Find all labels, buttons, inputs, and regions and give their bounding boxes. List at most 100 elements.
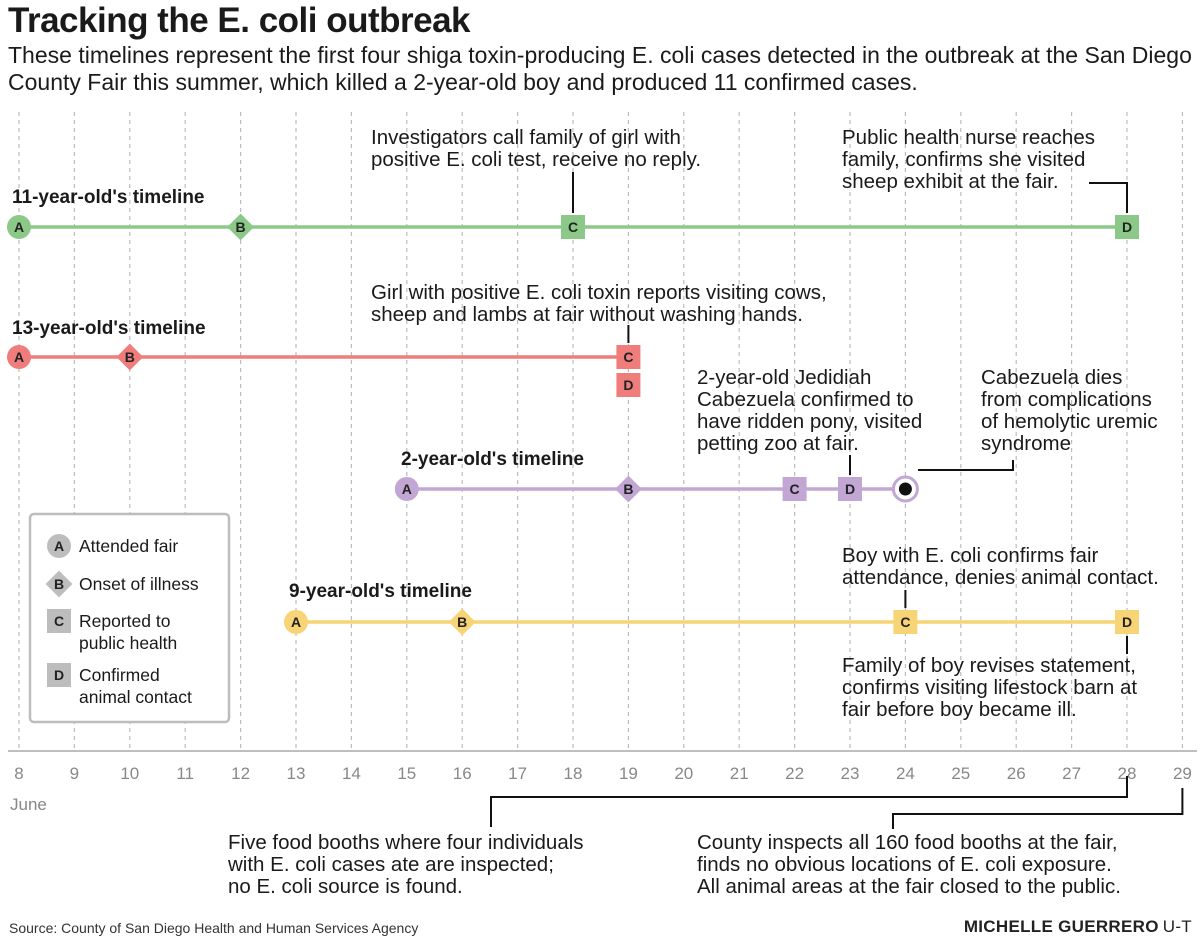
marker-letter: D bbox=[623, 377, 633, 393]
marker-letter: D bbox=[845, 481, 855, 497]
marker-square: D bbox=[1115, 215, 1139, 239]
annotations: Investigators call family of girl withpo… bbox=[227, 126, 1159, 898]
marker-shape bbox=[561, 215, 585, 239]
timeline-label: 13-year-old's timeline bbox=[12, 318, 206, 339]
marker-letter: C bbox=[790, 481, 800, 497]
legend-label: Confirmed bbox=[79, 665, 160, 685]
tick-label: 17 bbox=[508, 764, 527, 783]
marker-square: C bbox=[893, 610, 918, 634]
tick-label: 20 bbox=[674, 764, 693, 783]
leader-t1-d bbox=[1089, 182, 1128, 213]
tick-label: 26 bbox=[1007, 764, 1026, 783]
tick-label: 11 bbox=[176, 764, 194, 783]
marker-letter: D bbox=[54, 667, 64, 683]
annotation-line: confirms visiting lifestock barn at bbox=[842, 676, 1137, 699]
marker-letter: B bbox=[236, 219, 246, 235]
leader-t3-death bbox=[918, 460, 1014, 471]
tick-label: 8 bbox=[14, 764, 23, 783]
legend-label: public health bbox=[79, 633, 177, 653]
marker-letter: B bbox=[54, 576, 64, 592]
marker-letter: D bbox=[1122, 614, 1132, 630]
annotation-line: positive E. coli test, receive no reply. bbox=[371, 148, 701, 171]
marker-shape bbox=[394, 477, 419, 501]
marker-letter: B bbox=[125, 349, 135, 365]
tick-label: 15 bbox=[397, 764, 416, 783]
annotation-line: 2-year-old Jedidiah bbox=[697, 366, 871, 389]
annotation-line: attendance, denies animal contact. bbox=[842, 566, 1159, 589]
marker-square: C bbox=[616, 345, 641, 369]
annotation-line: finds no obvious locations of E. coli ex… bbox=[697, 853, 1112, 876]
marker-diamond: B bbox=[116, 343, 144, 371]
annotation-line: Five food booths where four individuals bbox=[228, 831, 584, 854]
tick-label: 12 bbox=[231, 764, 250, 783]
marker-shape bbox=[47, 663, 71, 687]
annotation-t1_c: Investigators call family of girl withpo… bbox=[371, 126, 701, 171]
legend-label: Reported to bbox=[79, 611, 170, 631]
source-note: Source: County of San Diego Health and H… bbox=[9, 920, 419, 936]
annotation-booths_29: County inspects all 160 food booths at t… bbox=[697, 831, 1121, 898]
legend-box bbox=[28, 512, 231, 724]
death-marker bbox=[891, 475, 919, 503]
annotation-line: petting zoo at fair. bbox=[697, 432, 859, 455]
annotation-leaders bbox=[490, 172, 1184, 829]
marker-shape bbox=[893, 610, 918, 634]
annotation-line: fair before boy became ill. bbox=[842, 698, 1077, 721]
marker-shape bbox=[616, 345, 641, 369]
annotation-line: from complications bbox=[981, 388, 1152, 411]
credit-org: U-T bbox=[1162, 917, 1192, 936]
annotation-t2_c: Girl with positive E. coli toxin reports… bbox=[371, 281, 827, 326]
annotation-line: no E. coli source is found. bbox=[228, 875, 463, 898]
axis-month-label: June bbox=[10, 795, 47, 814]
annotation-line: sheep and lambs at fair without washing … bbox=[371, 303, 803, 326]
marker-shape bbox=[284, 610, 308, 634]
annotation-line: Public health nurse reaches bbox=[842, 126, 1095, 149]
marker-shape bbox=[1115, 215, 1139, 239]
leader-booths-29 bbox=[892, 788, 1184, 829]
annotation-line: with E. coli cases ate are inspected; bbox=[227, 853, 554, 876]
marker-square: D bbox=[616, 373, 641, 397]
marker-circle: A bbox=[47, 534, 71, 558]
marker-shape bbox=[47, 609, 71, 633]
chart-subtitle: These timelines represent the first four… bbox=[8, 42, 1192, 95]
annotation-line: sheep exhibit at the fair. bbox=[842, 170, 1059, 193]
date-axis: June 8 9 10 11 12 13 14 15 16 17 18 19 20 21 22 23 24 25 2… bbox=[8, 750, 1197, 814]
tick-label: 18 bbox=[564, 764, 583, 783]
annotation-line: have ridden pony, visited bbox=[697, 410, 922, 433]
timeline-label: 9-year-old's timeline bbox=[289, 581, 472, 602]
marker-shape bbox=[47, 534, 71, 558]
timeline-3: 2-year-old's timeline A B C D bbox=[394, 449, 919, 503]
annotation-line: Boy with E. coli confirms fair bbox=[842, 544, 1098, 567]
tick-label: 19 bbox=[619, 764, 638, 783]
annotation-line: Cabezuela confirmed to bbox=[697, 388, 914, 411]
annotation-line: family, confirms she visited bbox=[842, 148, 1085, 171]
marker-shape bbox=[227, 213, 255, 241]
tick-label: 24 bbox=[896, 764, 915, 783]
marker-letter: B bbox=[457, 614, 467, 630]
annotation-line: Cabezuela dies bbox=[981, 366, 1122, 389]
timeline-1: 11-year-old's timeline A B C D bbox=[7, 187, 1139, 241]
annotation-line: County inspects all 160 food booths at t… bbox=[697, 831, 1118, 854]
marker-circle: A bbox=[7, 215, 31, 239]
marker-square: D bbox=[838, 477, 862, 501]
annotation-t4_c: Boy with E. coli confirms fairattendance… bbox=[842, 544, 1159, 589]
marker-diamond: B bbox=[227, 213, 255, 241]
annotation-line: of hemolytic uremic bbox=[981, 410, 1158, 433]
annotation-line: Girl with positive E. coli toxin reports… bbox=[371, 281, 827, 304]
marker-shape bbox=[838, 477, 862, 501]
legend: A Attended fair B Onset of illness C Reported… bbox=[28, 512, 231, 724]
marker-letter: B bbox=[623, 481, 633, 497]
timeline-2: 13-year-old's timeline A B CD bbox=[7, 318, 641, 397]
marker-letter: A bbox=[14, 349, 24, 365]
legend-label: Onset of illness bbox=[79, 574, 199, 594]
marker-letter: C bbox=[900, 614, 910, 630]
legend-label: Attended fair bbox=[79, 536, 178, 556]
marker-diamond: B bbox=[614, 475, 642, 503]
tick-label: 22 bbox=[785, 764, 804, 783]
tick-label: 25 bbox=[951, 764, 970, 783]
marker-square: D bbox=[47, 663, 71, 687]
timeline-4: 9-year-old's timeline A B C D bbox=[284, 581, 1139, 636]
